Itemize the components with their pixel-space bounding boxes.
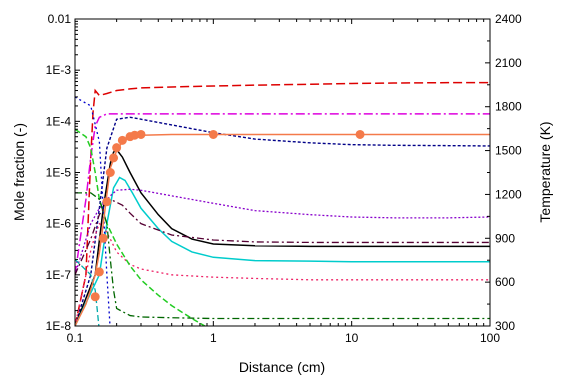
x-tick-label: 1: [210, 331, 217, 345]
right-y-tick-label: 1200: [495, 187, 522, 201]
x-tick-label: 10: [345, 331, 359, 345]
series-line-2: [75, 116, 490, 326]
series-line-9: [75, 192, 490, 320]
temperature-marker: [355, 129, 365, 139]
series-line-7: [75, 222, 490, 326]
left-y-tick-label: 0.01: [48, 12, 72, 26]
right-y-tick-label: 2100: [495, 56, 522, 70]
temperature-marker: [109, 153, 119, 163]
x-tick-label: 0.1: [67, 331, 84, 345]
series-line-11: [75, 258, 100, 326]
left-y-tick-label: 1E-3: [46, 63, 72, 77]
series-line-5: [75, 188, 490, 276]
series-line-4: [75, 176, 490, 326]
temperature-marker: [208, 129, 218, 139]
right-y-tick-label: 900: [495, 231, 515, 245]
temperature-marker: [105, 168, 115, 177]
temperature-marker: [112, 143, 122, 153]
left-y-tick-label: 1E-7: [46, 268, 72, 282]
series-line-0: [75, 81, 490, 326]
right-y-tick-label: 1800: [495, 100, 522, 114]
right-y-axis-title: Temperature (K): [537, 121, 553, 222]
temperature-marker: [98, 233, 108, 243]
right-y-tick-label: 300: [495, 319, 515, 333]
right-y-tick-label: 1500: [495, 144, 522, 158]
series-line-10: [75, 96, 111, 326]
left-y-tick-label: 1E-4: [46, 114, 72, 128]
series-layer: [75, 81, 490, 326]
right-y-tick-label: 2400: [495, 12, 522, 26]
series-line-6: [75, 200, 490, 276]
series-line-3: [75, 148, 490, 326]
series-line-8: [75, 128, 207, 326]
x-tick-label: 100: [480, 331, 500, 345]
right-y-tick-label: 600: [495, 275, 515, 289]
left-y-tick-label: 1E-8: [46, 319, 72, 333]
temperature-marker: [94, 267, 104, 277]
series-line-12: [75, 133, 490, 326]
axis-layer: 0.1 1 10 100 1E-8 1E-7 1E-6 1E-5 1E-4 1E-3 0.01 300…: [46, 12, 522, 345]
x-axis-title: Distance (cm): [239, 359, 325, 375]
series-line-1: [75, 113, 490, 275]
left-y-axis-title: Mole fraction (-): [11, 123, 27, 221]
temperature-marker: [90, 292, 100, 302]
temperature-marker: [117, 135, 127, 145]
left-y-tick-label: 1E-6: [46, 217, 72, 231]
temperature-marker: [102, 197, 112, 207]
left-y-tick-label: 1E-5: [46, 166, 72, 180]
temperature-marker: [136, 129, 146, 139]
